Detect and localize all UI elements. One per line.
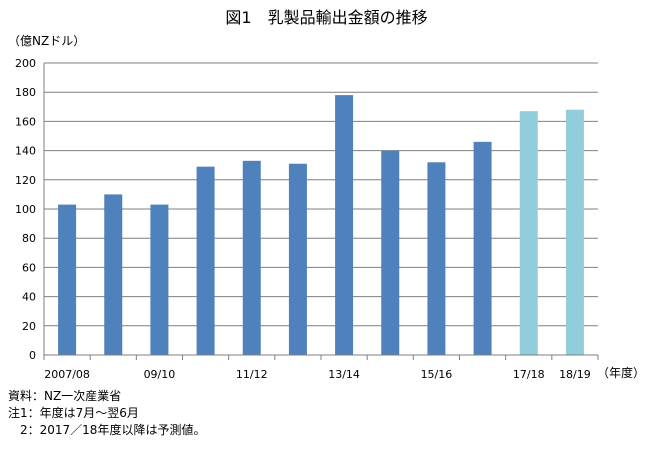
bar-7 bbox=[381, 150, 400, 355]
y-tick-label: 0 bbox=[29, 349, 36, 362]
bar-2 bbox=[150, 204, 169, 355]
bars bbox=[58, 95, 584, 356]
x-tick-label: 17/18 bbox=[513, 368, 545, 381]
y-axis-unit-label: （億NZドル） bbox=[8, 34, 86, 48]
y-tick-label: 180 bbox=[15, 86, 36, 99]
bar-3 bbox=[196, 166, 215, 355]
y-tick-label: 100 bbox=[15, 203, 36, 216]
bar-9 bbox=[473, 141, 492, 355]
x-axis-unit-label: （年度） bbox=[597, 366, 646, 380]
bar-6 bbox=[335, 95, 354, 356]
bar-10 bbox=[519, 111, 538, 356]
x-tick-label: 2007/08 bbox=[44, 368, 90, 381]
x-tick-label: 13/14 bbox=[328, 368, 360, 381]
y-tick-labels: 0 20 40 60 80 100 120 140 160 180 200 bbox=[15, 57, 36, 362]
y-tick-label: 20 bbox=[22, 320, 36, 333]
bar-4 bbox=[242, 160, 261, 355]
bar-8 bbox=[427, 162, 446, 355]
chart-notes: 資料：NZ一次産業省 注1：年度は7月～翌6月 2：2017／18年度以降は予測… bbox=[8, 388, 205, 439]
x-tick-label: 11/12 bbox=[236, 368, 268, 381]
note-forecast: 2：2017／18年度以降は予測値。 bbox=[8, 423, 206, 437]
y-tick-label: 160 bbox=[15, 115, 36, 128]
bar-5 bbox=[288, 163, 307, 355]
x-tick-labels: 2007/08 09/10 11/12 13/14 15/16 17/18 18/19 bbox=[44, 368, 591, 381]
y-tick-label: 200 bbox=[15, 57, 36, 70]
note-source: 資料：NZ一次産業省 bbox=[8, 389, 122, 403]
x-tick-label: 18/19 bbox=[559, 368, 591, 381]
note-fiscal-year: 注1：年度は7月～翌6月 bbox=[8, 406, 139, 420]
x-tick-label: 15/16 bbox=[421, 368, 453, 381]
y-tick-label: 120 bbox=[15, 174, 36, 187]
chart-title: 図1 乳製品輸出金額の推移 bbox=[225, 8, 428, 27]
bar-0 bbox=[58, 204, 77, 355]
bar-1 bbox=[104, 194, 123, 355]
y-tick-label: 40 bbox=[22, 291, 36, 304]
x-tick-label: 09/10 bbox=[144, 368, 176, 381]
axes bbox=[43, 63, 599, 360]
y-tick-label: 60 bbox=[22, 261, 36, 274]
gridlines bbox=[44, 62, 598, 327]
y-tick-label: 80 bbox=[22, 232, 36, 245]
bar-11 bbox=[565, 109, 584, 355]
y-tick-label: 140 bbox=[15, 145, 36, 158]
